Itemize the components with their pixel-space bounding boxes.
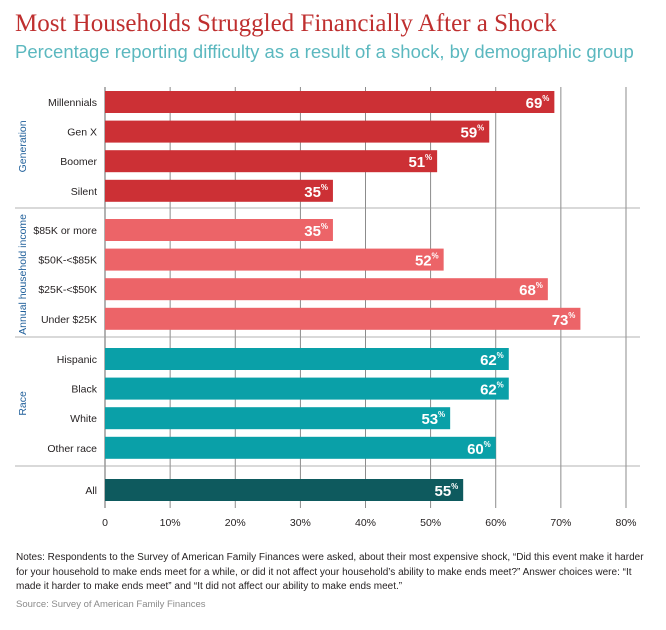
category-label: Millennials [48, 97, 97, 109]
value-suffix: % [432, 252, 439, 261]
bar-chart: 0 10% 20% 30% 40% 50% 60% 70% 80% Millennials 69 % G… [15, 87, 640, 529]
bar [105, 436, 496, 459]
x-tick-label: 50% [420, 517, 441, 529]
bar [105, 219, 333, 241]
category-label: All [85, 485, 97, 497]
value-suffix: % [321, 222, 328, 231]
value-suffix: % [568, 311, 575, 320]
bar [105, 348, 509, 370]
value-label: 68 [519, 282, 536, 299]
x-tick-label: 80% [615, 517, 636, 529]
value-label: 69 [526, 95, 543, 112]
bar [105, 120, 490, 143]
value-label: 35 [304, 223, 321, 240]
category-label: White [70, 413, 97, 425]
category-label: Under $25K [41, 314, 97, 326]
bar [105, 377, 509, 400]
category-label: Silent [71, 186, 97, 198]
value-suffix: % [451, 482, 458, 491]
value-suffix: % [321, 183, 328, 192]
value-suffix: % [438, 410, 445, 419]
category-label: Other race [47, 443, 97, 455]
category-label: Black [71, 384, 97, 396]
value-label: 35 [304, 184, 321, 201]
source-text: Source: Survey of American Family Financ… [16, 599, 206, 610]
category-label: Hispanic [57, 354, 97, 366]
value-suffix: % [542, 94, 549, 103]
x-tick-label: 20% [225, 517, 246, 529]
bar [105, 179, 333, 202]
bar [105, 91, 555, 113]
value-suffix: % [484, 440, 491, 449]
group-label: Annual household income [17, 214, 29, 335]
value-suffix: % [536, 281, 543, 290]
value-label: 53 [421, 411, 438, 428]
chart-subtitle: Percentage reporting difficulty as a res… [15, 41, 634, 62]
category-label: $50K-<$85K [38, 255, 97, 267]
value-suffix: % [497, 351, 504, 360]
value-suffix: % [497, 381, 504, 390]
x-tick-label: 0 [102, 517, 108, 529]
x-tick-label: 70% [550, 517, 571, 529]
category-label: $25K-<$50K [38, 284, 97, 296]
category-label: $85K or more [33, 225, 97, 237]
bar [105, 407, 451, 430]
category-label: Boomer [60, 156, 97, 168]
group-label: Race [17, 391, 29, 416]
value-label: 59 [461, 125, 478, 142]
chart-title: Most Households Struggled Financially Af… [15, 10, 557, 37]
value-label: 62 [480, 382, 497, 399]
value-suffix: % [477, 124, 484, 133]
value-label: 60 [467, 441, 484, 458]
x-tick-label: 60% [485, 517, 506, 529]
bar [105, 248, 444, 271]
value-label: 55 [435, 483, 452, 500]
bar [105, 278, 548, 301]
value-label: 62 [480, 352, 497, 369]
value-label: 51 [408, 154, 425, 171]
notes-text: Notes: Respondents to the Survey of Amer… [16, 552, 644, 592]
x-tick-label: 10% [160, 517, 181, 529]
x-tick-label: 30% [290, 517, 311, 529]
bar [105, 150, 438, 173]
category-label: Gen X [67, 127, 97, 139]
value-label: 52 [415, 253, 432, 270]
value-label: 73 [552, 312, 569, 329]
value-suffix: % [425, 153, 432, 162]
x-tick-label: 40% [355, 517, 376, 529]
bar [105, 479, 464, 501]
bar [105, 307, 581, 330]
group-label: Generation [17, 120, 29, 172]
